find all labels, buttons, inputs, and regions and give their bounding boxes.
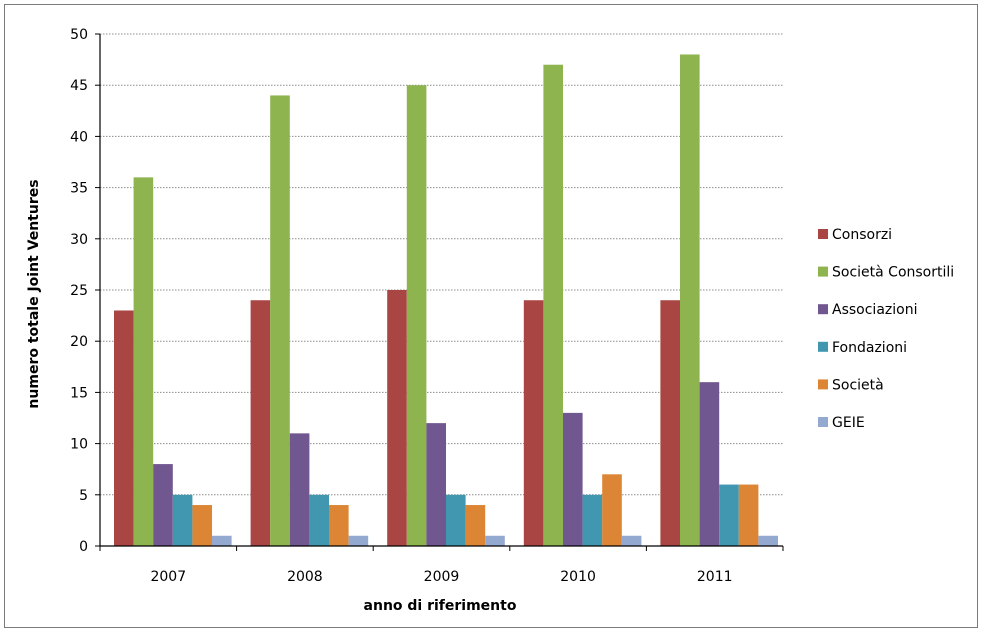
bar-societ-consortili-2007 <box>133 177 154 547</box>
y-tick-label: 40 <box>70 129 88 145</box>
legend-label: GEIE <box>832 415 865 431</box>
bar-geie-2010 <box>621 535 642 546</box>
legend-label: Società <box>832 377 884 393</box>
bar-fondazioni-2011 <box>719 484 739 546</box>
legend-swatch <box>818 229 828 239</box>
y-tick-label: 30 <box>70 232 88 248</box>
x-tick-label: 2009 <box>424 569 460 585</box>
bar-associazioni-2007 <box>153 464 173 546</box>
legend-label: Fondazioni <box>832 340 907 356</box>
bar-associazioni-2010 <box>563 412 583 546</box>
bar-consorzi-2011 <box>660 300 680 546</box>
x-tick-label: 2008 <box>287 569 323 585</box>
axes <box>95 33 784 551</box>
x-tick-label: 2011 <box>697 569 733 585</box>
bar-consorzi-2007 <box>114 310 134 546</box>
bars <box>114 54 778 547</box>
x-tick-labels: 2007 2008 2009 2010 2011 <box>150 569 732 585</box>
legend: Consorzi Società Consortili Associazioni Fo… <box>818 227 954 431</box>
y-tick-label: 15 <box>70 385 88 401</box>
legend-label: Società Consortili <box>832 265 954 281</box>
bar-societ--2011 <box>738 484 759 546</box>
x-tick-label: 2007 <box>150 569 186 585</box>
y-tick-label: 50 <box>70 27 88 43</box>
x-axis-label: anno di riferimento <box>364 598 517 614</box>
bar-societ-consortili-2008 <box>270 95 290 546</box>
bar-fondazioni-2007 <box>172 494 193 546</box>
y-tick-label: 25 <box>70 283 88 299</box>
bar-associazioni-2008 <box>289 433 310 546</box>
bar-fondazioni-2010 <box>582 494 603 546</box>
legend-label: Associazioni <box>832 302 917 318</box>
legend-swatch <box>818 379 828 390</box>
bar-associazioni-2011 <box>699 382 720 546</box>
bar-consorzi-2010 <box>523 300 544 546</box>
bar-societ-consortili-2011 <box>680 54 700 546</box>
legend-swatch <box>818 266 828 277</box>
y-axis-label: numero totale Joint Ventures <box>26 179 42 408</box>
bar-associazioni-2009 <box>426 423 446 546</box>
bar-fondazioni-2009 <box>446 494 466 546</box>
bar-consorzi-2009 <box>387 290 407 546</box>
legend-swatch <box>818 341 828 352</box>
legend-swatch <box>818 304 828 315</box>
y-tick-label: 10 <box>70 437 88 453</box>
bar-geie-2007 <box>212 535 232 546</box>
bar-geie-2008 <box>348 535 369 546</box>
legend-label: Consorzi <box>832 227 892 243</box>
bar-societ-consortili-2009 <box>406 85 427 546</box>
bar-societ--2008 <box>329 505 349 546</box>
bar-consorzi-2008 <box>250 300 271 546</box>
y-tick-label: 5 <box>79 488 88 504</box>
y-tick-labels: 0 5 10 15 20 25 30 35 40 45 50 <box>70 27 88 555</box>
bar-geie-2009 <box>485 535 505 546</box>
y-tick-label: 45 <box>70 78 88 94</box>
bar-societ--2007 <box>192 505 212 546</box>
legend-swatch <box>818 417 828 427</box>
bar-societ-consortili-2010 <box>543 64 563 546</box>
bar-fondazioni-2008 <box>309 494 329 546</box>
bar-geie-2011 <box>758 535 778 546</box>
bar-societ--2010 <box>602 474 622 546</box>
bar-societ--2009 <box>465 505 486 546</box>
y-tick-label: 0 <box>79 539 88 555</box>
y-tick-label: 35 <box>70 181 88 197</box>
x-tick-label: 2010 <box>560 569 596 585</box>
y-tick-label: 20 <box>70 334 88 350</box>
